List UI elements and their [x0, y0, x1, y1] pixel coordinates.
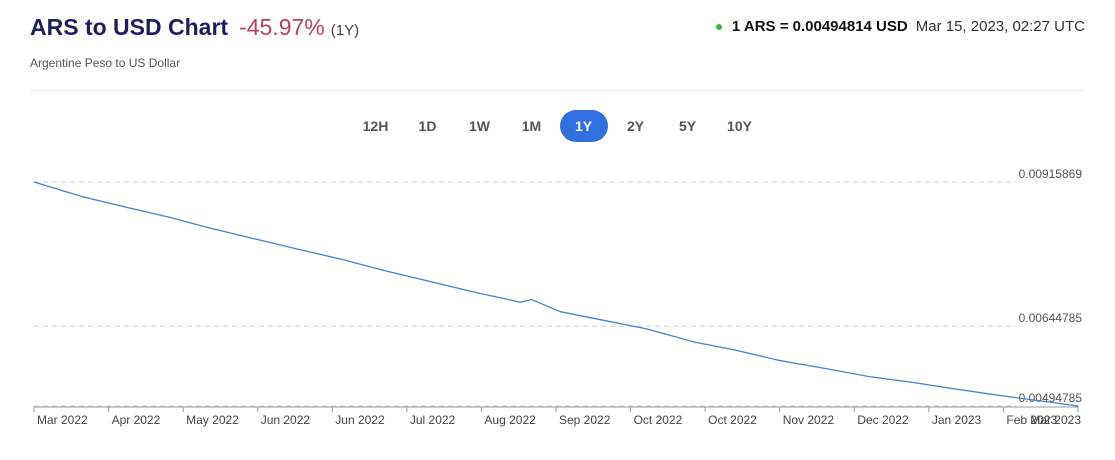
data-point [519, 301, 521, 303]
x-tick-label: Aug 2022 [484, 413, 536, 427]
x-tick-label: Oct 2022 [708, 413, 757, 427]
data-point [471, 290, 473, 293]
data-point [382, 269, 384, 271]
data-point [605, 320, 607, 322]
y-tick-label: 0.00915869 [1019, 167, 1083, 181]
series-line [33, 181, 1079, 407]
x-tick-label: May 2022 [186, 413, 239, 427]
live-status-dot-icon [715, 23, 722, 30]
x-tick-label: Jul 2022 [410, 413, 456, 427]
x-tick-label: Nov 2022 [783, 413, 835, 427]
range-button-10y[interactable]: 10Y [727, 118, 752, 134]
x-tick-label: Mar 2023 [1030, 413, 1081, 427]
data-point [734, 349, 736, 351]
range-button-1m[interactable]: 1M [521, 118, 542, 134]
data-point [256, 238, 258, 240]
data-point [559, 311, 561, 313]
range-selector: 12H 1D 1W 1M 1Y 2Y 5Y 10Y [0, 110, 1115, 142]
data-point [122, 205, 124, 208]
page-title: ARS to USD Chart [30, 14, 229, 40]
data-point [1077, 405, 1079, 407]
data-point [167, 216, 170, 218]
data-point [645, 328, 647, 330]
data-point [430, 281, 433, 283]
header-divider [30, 90, 1085, 91]
data-point [531, 298, 533, 301]
x-tick-label: Dec 2022 [857, 413, 909, 427]
page-subtitle: Argentine Peso to US Dollar [30, 56, 181, 70]
data-point [868, 376, 870, 378]
rate-chart: 0.00915869 0.00644785 0.00494785 Mar 2022 Ap… [33, 167, 1083, 427]
x-tick-label: Jan 2023 [932, 413, 982, 427]
range-button-2y[interactable]: 2Y [626, 118, 645, 134]
data-point [908, 381, 910, 383]
data-point [342, 258, 344, 261]
range-button-1d[interactable]: 1D [418, 118, 437, 134]
y-tick-label: 0.00494785 [1019, 391, 1083, 405]
title-row: ARS to USD Chart -45.97% (1Y) [30, 14, 359, 41]
data-point [33, 181, 35, 183]
data-point [82, 196, 84, 198]
rate-timestamp: Mar 15, 2023, 02:27 UTC [915, 18, 1085, 35]
period-label: (1Y) [330, 22, 360, 39]
data-point [957, 388, 959, 390]
x-tick-label: Jun 2022 [335, 413, 385, 427]
data-point [819, 366, 822, 369]
data-point [1037, 399, 1039, 402]
data-point [779, 360, 782, 362]
data-point [296, 248, 298, 250]
data-point [997, 394, 999, 396]
data-point [207, 227, 210, 229]
rate-value: 1 ARS = 0.00494814 USD [731, 18, 908, 35]
x-tick-label: Mar 2022 [37, 413, 88, 427]
x-tick-label: Jun 2022 [261, 413, 311, 427]
range-button-1w[interactable]: 1W [469, 118, 490, 134]
live-rate: 1 ARS = 0.00494814 USD Mar 15, 2023, 02:… [715, 18, 1085, 35]
x-tick-label: Feb 2023 [1006, 413, 1057, 427]
x-tick-label: Apr 2022 [112, 413, 161, 427]
range-button-5y[interactable]: 5Y [678, 118, 697, 134]
y-tick-label: 0.00644785 [1019, 311, 1083, 325]
change-percent: -45.97% [239, 14, 325, 40]
data-point [694, 341, 696, 343]
x-tick-label: Oct 2022 [634, 413, 683, 427]
range-button-12h[interactable]: 12H [362, 118, 389, 134]
range-button-1y[interactable]: 1Y [559, 110, 608, 142]
x-tick-label: Sep 2022 [559, 413, 611, 427]
